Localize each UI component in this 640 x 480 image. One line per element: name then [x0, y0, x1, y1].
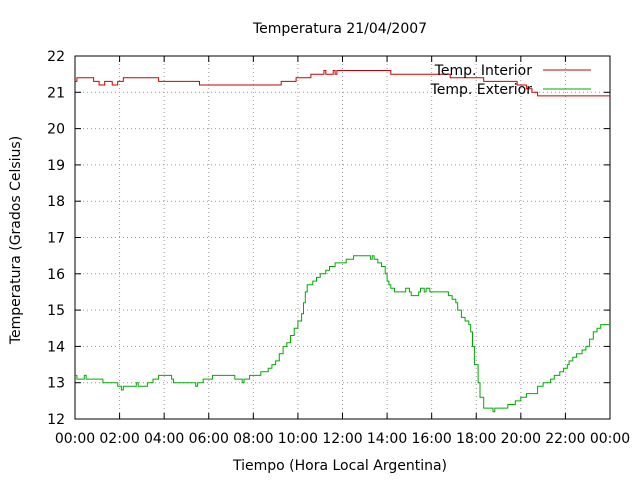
y-tick-label: 18 [47, 194, 65, 210]
legend: Temp. Interior Temp. Exterior [430, 63, 591, 98]
y-tick-label: 20 [47, 122, 65, 138]
y-tick-label: 12 [47, 412, 65, 428]
y-axis-label: Temperatura (Grados Celsius) [8, 136, 24, 345]
x-axis-label: Tiempo (Hora Local Argentina) [232, 458, 447, 474]
chart-title: Temperatura 21/04/2007 [252, 21, 427, 37]
y-tick-label: 19 [47, 158, 65, 174]
axis-ticks: 00:00 02:00 04:00 06:00 08:00 10:00 12:00 14:00… [47, 49, 630, 447]
x-tick-label: 18:00 [456, 431, 496, 447]
y-tick-label: 16 [47, 267, 65, 283]
y-tick-label: 14 [47, 339, 65, 355]
series-lines [75, 70, 610, 413]
x-tick-label: 10:00 [278, 431, 318, 447]
x-tick-label: 04:00 [144, 431, 184, 447]
x-tick-label: 22:00 [545, 431, 585, 447]
grid-lines [75, 56, 610, 419]
y-tick-label: 13 [47, 376, 65, 392]
x-tick-label: 20:00 [501, 431, 541, 447]
x-tick-label: 14:00 [367, 431, 407, 447]
series-line-2 [75, 255, 610, 413]
x-tick-label: 00:00 [590, 431, 630, 447]
y-tick-label: 17 [47, 231, 65, 247]
x-tick-label: 00:00 [55, 431, 95, 447]
legend-label: Temp. Interior [434, 63, 533, 79]
y-tick-label: 21 [47, 85, 65, 101]
x-tick-label: 12:00 [322, 431, 362, 447]
series-line-1 [75, 70, 610, 97]
legend-label: Temp. Exterior [430, 82, 533, 98]
y-tick-label: 15 [47, 303, 65, 319]
x-tick-label: 08:00 [233, 431, 273, 447]
x-tick-label: 16:00 [411, 431, 451, 447]
x-tick-label: 02:00 [99, 431, 139, 447]
x-tick-label: 06:00 [189, 431, 229, 447]
y-tick-label: 22 [47, 49, 65, 65]
